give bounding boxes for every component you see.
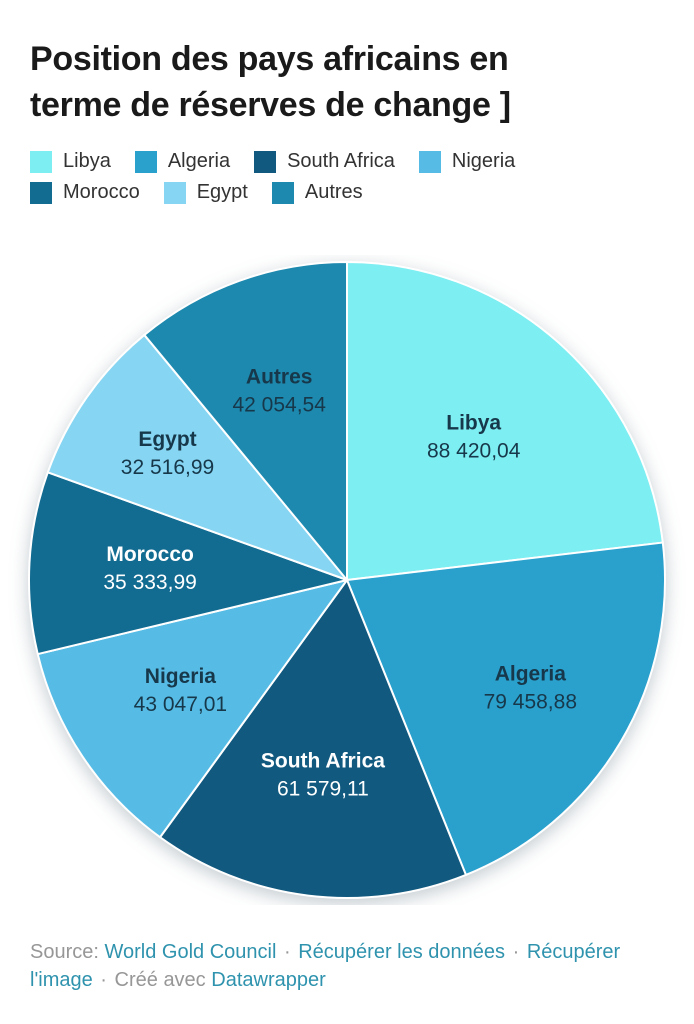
- pie-slice-south-africa[interactable]: [159, 579, 467, 899]
- legend-swatch-nigeria: [418, 150, 441, 173]
- slice-label-libya: Libya: [446, 411, 501, 434]
- legend-swatch-libya: [30, 150, 52, 173]
- slice-value-egypt: 32 516,99: [121, 456, 214, 479]
- slice-value-libya: 88 420,04: [427, 439, 521, 462]
- legend-label-south-africa: South Africa: [287, 150, 395, 173]
- legend-item-egypt: Egypt: [163, 181, 248, 204]
- datawrapper-link[interactable]: Datawrapper: [211, 969, 326, 992]
- legend-label-algeria: Algeria: [167, 150, 231, 173]
- legend-label-nigeria: Nigeria: [451, 150, 516, 173]
- slice-label-nigeria: Nigeria: [145, 665, 217, 688]
- separator-dot: ·: [284, 941, 291, 963]
- pie-slice-libya[interactable]: [346, 261, 664, 581]
- pie-slice-nigeria[interactable]: [36, 579, 348, 839]
- pie-slice-egypt[interactable]: [46, 333, 348, 581]
- pie-slice-algeria[interactable]: [346, 541, 666, 876]
- separator-dot: ·: [512, 941, 520, 963]
- legend-item-nigeria: Nigeria: [418, 150, 516, 173]
- legend-swatch-south-africa: [254, 150, 277, 173]
- get-data-link[interactable]: Récupérer les données: [298, 941, 506, 963]
- page-title: Position des pays africains en terme de …: [30, 36, 664, 128]
- legend-item-south-africa: South Africa: [254, 150, 395, 173]
- pie-chart: Libya 88 420,04 Algeria 79 458,88 South Afri…: [28, 261, 666, 899]
- legend-label-egypt: Egypt: [196, 181, 248, 204]
- separator-dot: ·: [100, 969, 107, 992]
- legend-swatch-morocco: [30, 181, 52, 204]
- footer-attribution: Source: World Gold Council · Récupérer l…: [30, 938, 630, 995]
- slice-value-nigeria: 43 047,01: [134, 693, 227, 716]
- slice-label-morocco: Morocco: [106, 543, 194, 566]
- created-with-label: Créé avec: [114, 969, 206, 992]
- legend-item-libya: Libya: [30, 150, 111, 173]
- legend-label-morocco: Morocco: [63, 181, 140, 204]
- pie-slice-morocco[interactable]: [28, 471, 348, 656]
- get-image-link[interactable]: Récupérer l'image: [30, 941, 621, 992]
- pie-chart-area: Libya 88 420,04 Algeria 79 458,88 South Afri…: [0, 255, 694, 905]
- slice-value-algeria: 79 458,88: [484, 691, 577, 714]
- source-link[interactable]: World Gold Council: [104, 941, 277, 963]
- legend: Libya Algeria South Africa Nigeria Morocco Eg…: [30, 150, 640, 204]
- legend-item-autres: Autres: [271, 181, 363, 204]
- page-title-line-2: terme de réserves de change ]: [30, 86, 511, 125]
- source-prefix-label: Source:: [30, 941, 99, 963]
- slice-label-autres: Autres: [246, 366, 313, 389]
- slice-label-south-africa: South Africa: [261, 750, 385, 773]
- pie-slice-autres[interactable]: [143, 261, 348, 581]
- legend-label-autres: Autres: [304, 181, 363, 204]
- slice-value-autres: 42 054,54: [232, 394, 326, 417]
- legend-swatch-algeria: [134, 150, 157, 173]
- slice-label-egypt: Egypt: [138, 428, 196, 451]
- slice-label-algeria: Algeria: [495, 663, 567, 686]
- legend-swatch-egypt: [163, 181, 186, 204]
- slice-value-morocco: 35 333,99: [103, 571, 196, 594]
- slice-value-south-africa: 61 579,11: [277, 778, 369, 801]
- legend-label-libya: Libya: [63, 150, 111, 173]
- legend-item-algeria: Algeria: [134, 150, 231, 173]
- page-title-line-1: Position des pays africains en: [30, 40, 509, 78]
- legend-swatch-autres: [271, 181, 294, 204]
- legend-item-morocco: Morocco: [30, 181, 140, 204]
